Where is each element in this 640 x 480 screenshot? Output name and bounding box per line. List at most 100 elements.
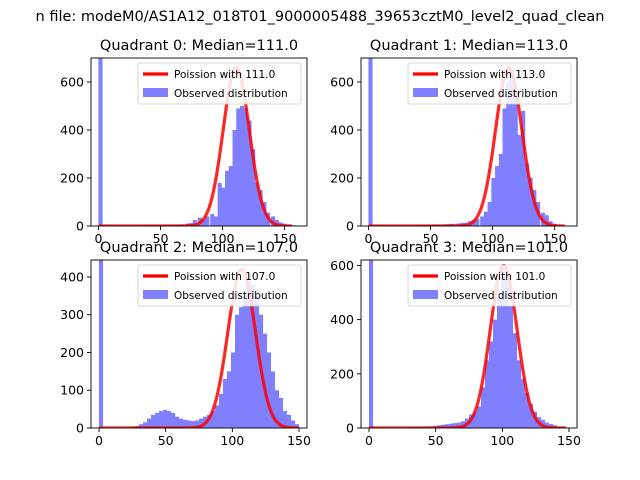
hist-bar bbox=[263, 333, 268, 428]
hist-bar bbox=[453, 423, 458, 428]
hist-bar bbox=[151, 414, 156, 428]
hist-bar bbox=[544, 215, 549, 226]
hist-bar bbox=[187, 420, 192, 428]
figure-title: n file: modeM0/AS1A12_018T01_9000005488_… bbox=[36, 9, 605, 25]
hist-bar bbox=[489, 341, 494, 428]
hist-bar bbox=[143, 422, 148, 428]
hist-bar bbox=[195, 420, 200, 428]
hist-bar bbox=[275, 390, 280, 428]
subplot-1: 0 50 100 150 0 200 400 600 Quadrant 1: Median=11… bbox=[330, 38, 578, 246]
legend-label-poisson: Poission with 101.0 bbox=[444, 271, 545, 283]
hist-bar bbox=[521, 110, 526, 226]
y-tick-label: 0 bbox=[76, 421, 84, 436]
legend-bar-swatch bbox=[413, 290, 438, 299]
hist-bar bbox=[283, 411, 288, 428]
y-tick-label: 400 bbox=[330, 123, 354, 138]
hist-bar bbox=[368, 58, 373, 226]
hist-bar bbox=[517, 360, 522, 428]
hist-bar bbox=[179, 418, 184, 428]
hist-bar bbox=[258, 190, 263, 226]
x-tick-label: 150 bbox=[557, 433, 581, 448]
hist-bar bbox=[232, 130, 237, 226]
hist-bar bbox=[199, 418, 204, 428]
legend-label-poisson: Poission with 113.0 bbox=[444, 69, 545, 81]
hist-bar bbox=[477, 406, 482, 428]
hist-bar bbox=[159, 411, 164, 428]
hist-bar bbox=[219, 394, 224, 428]
legend-box bbox=[407, 62, 572, 105]
hist-bar bbox=[541, 419, 546, 428]
hist-bar bbox=[441, 424, 446, 428]
hist-bar bbox=[513, 333, 518, 428]
y-tick-label: 600 bbox=[60, 75, 84, 90]
hist-bar bbox=[495, 166, 500, 226]
legend-bar-swatch bbox=[143, 290, 168, 299]
legend-box bbox=[137, 62, 302, 105]
hist-bar bbox=[251, 149, 256, 226]
hist-bar bbox=[171, 412, 176, 428]
hist-bar bbox=[254, 182, 259, 226]
hist-bar bbox=[191, 421, 196, 428]
poisson-curve bbox=[98, 267, 300, 428]
legend-label-observed: Observed distribution bbox=[444, 290, 558, 302]
hist-bar bbox=[167, 411, 172, 428]
y-tick-label: 300 bbox=[60, 307, 84, 322]
hist-bar bbox=[155, 412, 160, 428]
y-tick-label: 600 bbox=[330, 258, 354, 273]
hist-bar bbox=[487, 202, 492, 226]
legend-label-observed: Observed distribution bbox=[174, 88, 288, 100]
hist-bar bbox=[228, 166, 233, 226]
hist-bar bbox=[274, 220, 279, 226]
subplots-container: 0 50 100 150 0 200 400 600 Quadrant 0: Median=11… bbox=[60, 38, 581, 448]
hist-bar bbox=[225, 170, 230, 226]
hist-bar bbox=[506, 82, 511, 226]
poisson-curve bbox=[368, 263, 568, 428]
legend-label-poisson: Poission with 111.0 bbox=[174, 69, 275, 81]
hist-bar bbox=[461, 421, 466, 428]
x-tick-label: 0 bbox=[365, 433, 373, 448]
legend: Poission with 113.0 Observed distribution bbox=[407, 62, 572, 105]
hist-bar bbox=[247, 280, 252, 428]
x-tick-label: 150 bbox=[273, 231, 297, 246]
hist-bar bbox=[243, 108, 248, 226]
legend-box bbox=[407, 264, 572, 307]
hist-bar bbox=[480, 216, 485, 226]
hist-bar bbox=[475, 218, 480, 226]
hist-bar bbox=[485, 360, 490, 428]
subplot-title: Quadrant 0: Median=111.0 bbox=[100, 38, 298, 54]
y-tick-label: 600 bbox=[330, 75, 354, 90]
hist-bar bbox=[139, 424, 144, 428]
y-tick-label: 0 bbox=[346, 421, 354, 436]
x-tick-label: 100 bbox=[490, 433, 514, 448]
plot-area bbox=[97, 58, 295, 226]
hist-bar bbox=[287, 414, 292, 428]
hist-bar bbox=[501, 265, 506, 428]
hist-bar bbox=[267, 352, 272, 428]
x-tick-label: 100 bbox=[481, 231, 505, 246]
axes-frame bbox=[90, 57, 308, 227]
legend-box bbox=[137, 264, 302, 307]
hist-bar bbox=[98, 58, 103, 226]
hist-bar bbox=[295, 424, 300, 428]
hist-bar bbox=[549, 423, 554, 428]
hist-bar bbox=[207, 414, 212, 428]
hist-bar bbox=[457, 422, 462, 428]
hist-bar bbox=[215, 405, 220, 428]
plot-area bbox=[98, 260, 300, 428]
hist-bar bbox=[545, 422, 550, 428]
y-tick-label: 0 bbox=[346, 219, 354, 234]
hist-bar bbox=[210, 214, 215, 226]
legend-label-poisson: Poission with 107.0 bbox=[174, 271, 275, 283]
y-tick-label: 200 bbox=[330, 366, 354, 381]
axes-frame bbox=[360, 57, 578, 227]
hist-bar bbox=[525, 392, 530, 428]
subplot-0: 0 50 100 150 0 200 400 600 Quadrant 0: Median=11… bbox=[60, 38, 308, 246]
subplot-title: Quadrant 2: Median=107.0 bbox=[100, 240, 298, 256]
hist-bar bbox=[175, 416, 180, 428]
hist-bar bbox=[231, 352, 236, 428]
legend: Poission with 107.0 Observed distribution bbox=[137, 264, 302, 307]
hist-bar bbox=[251, 284, 256, 428]
hist-bar bbox=[247, 120, 252, 226]
hist-bar bbox=[291, 420, 296, 428]
